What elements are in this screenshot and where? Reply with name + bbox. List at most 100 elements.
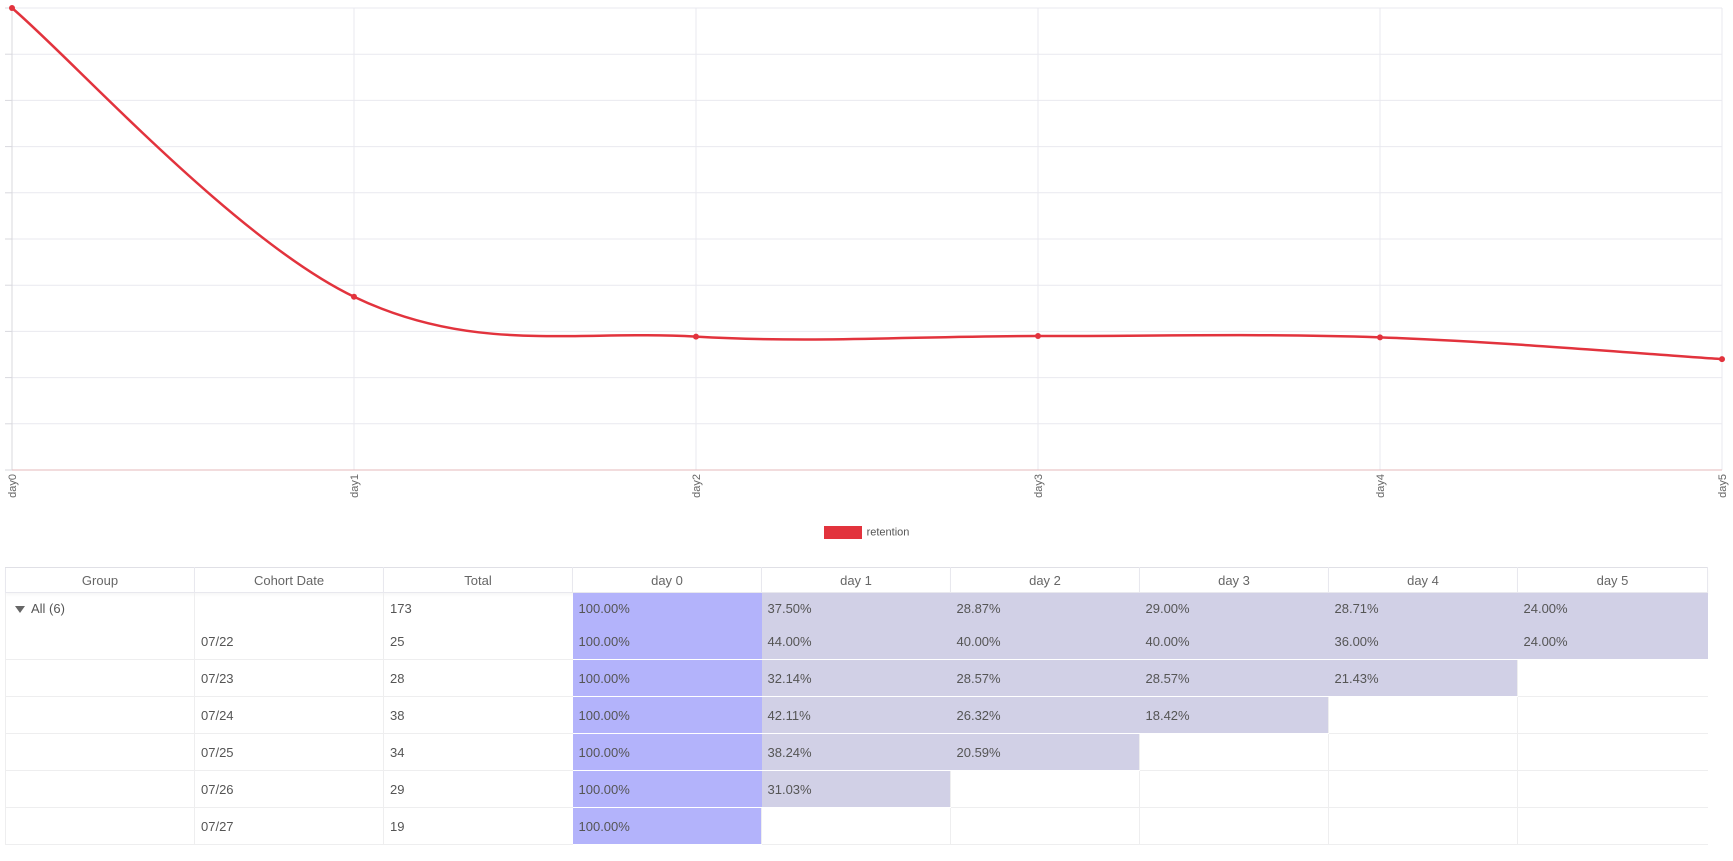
cohort-date-cell: 07/27 bbox=[194, 807, 384, 845]
group-cell[interactable]: All (6) bbox=[5, 592, 195, 623]
retention-chart-svg: day0 day1 day2 day3 day4 day5 bbox=[5, 5, 1729, 498]
group-cell bbox=[5, 807, 195, 845]
caret-down-icon[interactable] bbox=[15, 605, 25, 613]
cohort-date-cell: 07/22 bbox=[194, 623, 384, 660]
legend-label-retention: retention bbox=[866, 526, 910, 539]
retention-cell: 42.11% bbox=[761, 696, 951, 734]
column-header[interactable]: day 5 bbox=[1517, 567, 1708, 593]
total-cell: 173 bbox=[383, 592, 573, 623]
retention-cell: 18.42% bbox=[1139, 696, 1329, 734]
empty-cell bbox=[1517, 659, 1708, 697]
x-tick-label: day4 bbox=[1375, 474, 1387, 498]
retention-cell: 100.00% bbox=[572, 696, 762, 734]
total-cell: 38 bbox=[383, 696, 573, 734]
total-cell: 25 bbox=[383, 623, 573, 660]
retention-cell: 28.57% bbox=[950, 659, 1140, 697]
table-row: 07/23 28 100.00% 32.14% 28.57% 28.57% 21.43% bbox=[5, 659, 1708, 697]
series-line-retention bbox=[11, 7, 1723, 361]
column-header[interactable]: day 2 bbox=[950, 567, 1140, 593]
retention-cell: 24.00% bbox=[1517, 592, 1708, 623]
retention-cell: 37.50% bbox=[761, 592, 951, 623]
retention-cell: 28.87% bbox=[950, 592, 1140, 623]
data-point bbox=[1719, 356, 1725, 363]
empty-cell bbox=[1328, 696, 1518, 734]
data-point bbox=[351, 293, 357, 300]
retention-cell: 36.00% bbox=[1328, 623, 1518, 660]
retention-cell: 21.43% bbox=[1328, 659, 1518, 697]
retention-cell: 26.32% bbox=[950, 696, 1140, 734]
empty-cell bbox=[1328, 733, 1518, 771]
column-header[interactable]: day 4 bbox=[1328, 567, 1518, 593]
retention-cell: 28.57% bbox=[1139, 659, 1329, 697]
column-header[interactable]: day 1 bbox=[761, 567, 951, 593]
group-cell bbox=[5, 696, 195, 734]
retention-cell: 38.24% bbox=[761, 733, 951, 771]
table-row: 07/22 25 100.00% 44.00% 40.00% 40.00% 36.00% 24… bbox=[5, 623, 1708, 660]
data-point bbox=[9, 5, 15, 11]
table-row: 07/27 19 100.00% bbox=[5, 807, 1708, 845]
empty-cell bbox=[1517, 733, 1708, 771]
group-cell bbox=[5, 623, 195, 660]
retention-cell: 31.03% bbox=[761, 770, 951, 808]
cohort-date-cell: 07/23 bbox=[194, 659, 384, 697]
x-tick-label: day5 bbox=[1717, 474, 1729, 498]
table-row: 07/24 38 100.00% 42.11% 26.32% 18.42% bbox=[5, 696, 1708, 734]
data-point bbox=[693, 333, 699, 340]
column-header[interactable]: Cohort Date bbox=[194, 567, 384, 593]
empty-cell bbox=[1139, 807, 1329, 845]
retention-cell: 100.00% bbox=[572, 659, 762, 697]
table-row-all[interactable]: All (6) 173 100.00% 37.50% 28.87% 29.00% 28.71… bbox=[5, 592, 1708, 623]
table-row: 07/26 29 100.00% 31.03% bbox=[5, 770, 1708, 808]
table-header-row: Group Cohort Date Total day 0 day 1 day 2 day … bbox=[5, 567, 1708, 593]
x-tick-label: day1 bbox=[349, 474, 361, 498]
chart-legend[interactable]: retention bbox=[0, 526, 1733, 539]
group-label: All (6) bbox=[31, 600, 65, 616]
x-tick-label: day0 bbox=[7, 474, 19, 498]
empty-cell bbox=[950, 770, 1140, 808]
empty-cell bbox=[950, 807, 1140, 845]
retention-cell: 100.00% bbox=[572, 623, 762, 660]
group-cell bbox=[5, 770, 195, 808]
retention-cell: 40.00% bbox=[950, 623, 1140, 660]
retention-cell: 29.00% bbox=[1139, 592, 1329, 623]
table-row: 07/25 34 100.00% 38.24% 20.59% bbox=[5, 733, 1708, 771]
cohort-date-cell: 07/24 bbox=[194, 696, 384, 734]
cohort-date-cell bbox=[194, 592, 384, 623]
cohort-table: Group Cohort Date Total day 0 day 1 day 2 day … bbox=[5, 567, 1708, 845]
cohort-date-cell: 07/25 bbox=[194, 733, 384, 771]
total-cell: 19 bbox=[383, 807, 573, 845]
column-header[interactable]: day 0 bbox=[572, 567, 762, 593]
retention-cell: 100.00% bbox=[572, 770, 762, 808]
retention-cell: 24.00% bbox=[1517, 623, 1708, 660]
group-cell bbox=[5, 733, 195, 771]
x-tick-label: day2 bbox=[691, 474, 703, 498]
total-cell: 28 bbox=[383, 659, 573, 697]
x-tick-label: day3 bbox=[1033, 474, 1045, 498]
empty-cell bbox=[1139, 733, 1329, 771]
table-body: All (6) 173 100.00% 37.50% 28.87% 29.00% 28.71… bbox=[5, 592, 1708, 845]
retention-cell: 28.71% bbox=[1328, 592, 1518, 623]
column-header[interactable]: Group bbox=[5, 567, 195, 593]
empty-cell bbox=[1517, 807, 1708, 845]
total-cell: 34 bbox=[383, 733, 573, 771]
column-header[interactable]: Total bbox=[383, 567, 573, 593]
column-header[interactable]: day 3 bbox=[1139, 567, 1329, 593]
empty-cell bbox=[1517, 696, 1708, 734]
group-cell bbox=[5, 659, 195, 697]
retention-cell: 40.00% bbox=[1139, 623, 1329, 660]
empty-cell bbox=[761, 807, 951, 845]
retention-chart: day0 day1 day2 day3 day4 day5 retention bbox=[0, 5, 1733, 539]
empty-cell bbox=[1517, 770, 1708, 808]
cohort-date-cell: 07/26 bbox=[194, 770, 384, 808]
data-point bbox=[1377, 334, 1383, 341]
retention-cell: 100.00% bbox=[572, 592, 762, 623]
empty-cell bbox=[1328, 807, 1518, 845]
retention-cell: 32.14% bbox=[761, 659, 951, 697]
empty-cell bbox=[1328, 770, 1518, 808]
total-cell: 29 bbox=[383, 770, 573, 808]
cohort-table-container: Group Cohort Date Total day 0 day 1 day 2 day … bbox=[5, 567, 1708, 845]
legend-swatch-retention bbox=[823, 526, 862, 539]
retention-cell: 20.59% bbox=[950, 733, 1140, 771]
retention-cell: 100.00% bbox=[572, 733, 762, 771]
data-point bbox=[1035, 333, 1041, 340]
